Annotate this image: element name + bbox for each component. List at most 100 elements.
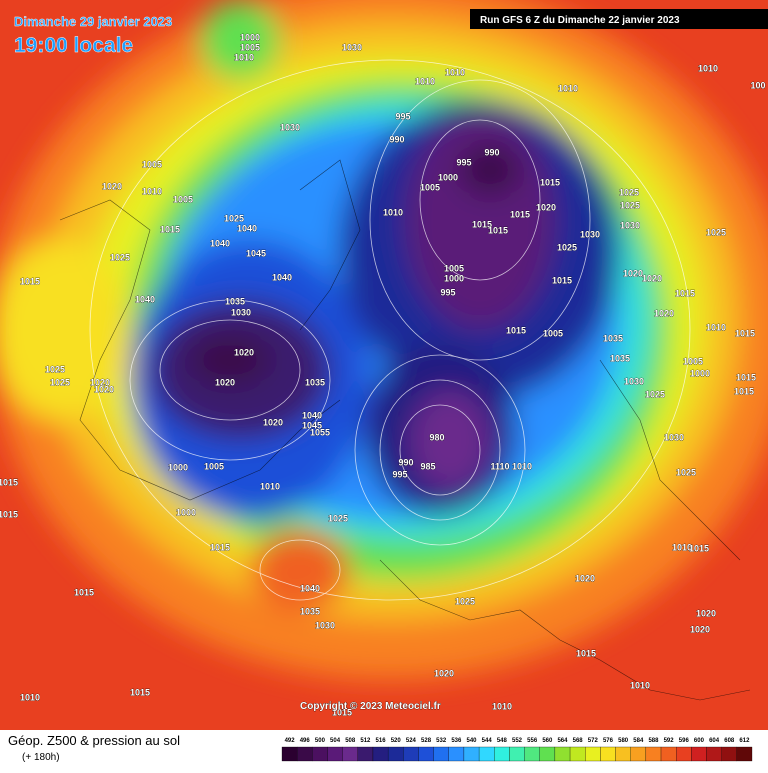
scale-label: 556 — [527, 738, 538, 744]
isobar-label: 1020 — [536, 202, 556, 212]
run-box — [470, 9, 768, 29]
scale-swatch — [676, 746, 692, 762]
scale-label: 524 — [406, 738, 417, 744]
isobar-label: 1010 — [260, 481, 280, 491]
isobar-labels: 1000100510101030103010101010101010101009… — [0, 32, 766, 718]
scale-label: 604 — [709, 738, 720, 744]
scale-swatch — [660, 746, 677, 762]
isobar-label: 1020 — [102, 181, 122, 191]
scale-swatch — [312, 746, 328, 762]
isobar-label: 1010 — [234, 52, 254, 62]
isobar-label: 1025 — [328, 513, 348, 523]
isobar-label: 1010 — [630, 680, 650, 690]
isobar-label: 1010 — [415, 76, 435, 86]
scale-label: 532 — [436, 738, 447, 744]
isobar-label: 1015 — [689, 543, 709, 553]
scale-label: 560 — [542, 738, 553, 744]
isobar-label: 1015 — [160, 224, 180, 234]
scale-swatch — [327, 746, 343, 762]
isobar-label: 1035 — [305, 377, 325, 387]
isobar-label: 1010 — [672, 542, 692, 552]
map-field: 1000100510101030103010101010101010101009… — [0, 0, 768, 730]
scale-label: 548 — [497, 738, 508, 744]
isobar-label: 1025 — [45, 364, 65, 374]
isobar-label: 1015 — [510, 209, 530, 219]
isobar-label: 1010 — [706, 322, 726, 332]
scale-swatch — [478, 746, 495, 762]
isobar-label: 1015 — [552, 275, 572, 285]
isobar-label: 990 — [389, 134, 404, 144]
scale-label: 600 — [694, 738, 705, 744]
scale-swatch — [615, 746, 631, 762]
scale-label: 496 — [300, 738, 311, 744]
isobar-label: 1015 — [734, 386, 754, 396]
isobar-label: 1025 — [706, 227, 726, 237]
isobar-label: 990 — [484, 147, 499, 157]
isobar-label: 1025 — [110, 252, 130, 262]
isobar-label: 1005 — [420, 182, 440, 192]
isobar-label: 1015 — [506, 325, 526, 335]
scale-swatch — [539, 746, 556, 762]
scale-label: 544 — [482, 738, 493, 744]
scale-swatch — [357, 746, 374, 762]
isobar-label: 1025 — [619, 187, 639, 197]
scale-swatch — [297, 746, 313, 762]
scale-label: 504 — [330, 738, 341, 744]
isobar-label: 1030 — [315, 620, 335, 630]
scale-label: 588 — [648, 738, 659, 744]
scale-swatch — [691, 746, 707, 762]
isobar-label: 1000 — [176, 507, 196, 517]
isobar-label: 1040 — [272, 272, 292, 282]
isobar-label: 1000 — [168, 462, 188, 472]
isobar-label: 1040 — [300, 583, 320, 593]
scale-swatch — [706, 746, 722, 762]
scale-label: 500 — [315, 738, 326, 744]
isobar-label: 1025 — [557, 242, 577, 252]
isobar-label: 995 — [440, 287, 455, 297]
isobar-label: 1015 — [540, 177, 560, 187]
scale-label: 492 — [285, 738, 296, 744]
isobar-label: 1010 — [142, 186, 162, 196]
isobar-label: 1040 — [237, 223, 257, 233]
scale-label: 520 — [391, 738, 402, 744]
scale-label: 536 — [451, 738, 462, 744]
copyright: Copyright © 2023 Meteociel.fr — [300, 701, 441, 712]
scale-label: 592 — [664, 738, 675, 744]
isobar-label: 1020 — [215, 377, 235, 387]
isobar-label: 1020 — [654, 308, 674, 318]
scale-swatch — [448, 746, 465, 762]
isobar-label: 1015 — [576, 648, 596, 658]
scale-label: 568 — [573, 738, 584, 744]
isobar-label: 1015 — [736, 372, 756, 382]
color-scale: 492 496 500 504 508 512 516 520 524 528 532 536 540 5… — [281, 738, 753, 762]
scale-label: 512 — [360, 738, 371, 744]
isobar-label: 1005 — [543, 328, 563, 338]
scale-label: 584 — [633, 738, 644, 744]
isobar-label: 1005 — [204, 461, 224, 471]
isobar-label: 1025 — [455, 596, 475, 606]
isobar-label: 1035 — [603, 333, 623, 343]
scale-swatch — [645, 746, 662, 762]
isobar-label: 1025 — [620, 200, 640, 210]
run-info: Run GFS 6 Z du Dimanche 22 janvier 2023 — [480, 15, 680, 26]
isobar-label: 1030 — [280, 122, 300, 132]
isobar-label: 1015 — [74, 587, 94, 597]
isobar-label: 985 — [420, 461, 435, 471]
scale-swatch — [494, 746, 510, 762]
isobar-label: 1015 — [130, 687, 150, 697]
isobar-label: 1010 — [558, 83, 578, 93]
isobar-label: 1020 — [575, 573, 595, 583]
isobar-label: 1030 — [342, 42, 362, 52]
isobars — [89, 59, 691, 601]
isobar-label: 1030 — [624, 376, 644, 386]
scale-label: 612 — [739, 738, 750, 744]
scale-label: 564 — [557, 738, 568, 744]
scale-label: 508 — [345, 738, 356, 744]
legend-subtitle: (+ 180h) — [22, 752, 60, 763]
isobar-label: 1045 — [246, 248, 266, 258]
scale-swatch — [630, 746, 647, 762]
scale-swatch — [600, 746, 616, 762]
scale-swatch — [403, 746, 419, 762]
scale-swatch — [463, 746, 480, 762]
